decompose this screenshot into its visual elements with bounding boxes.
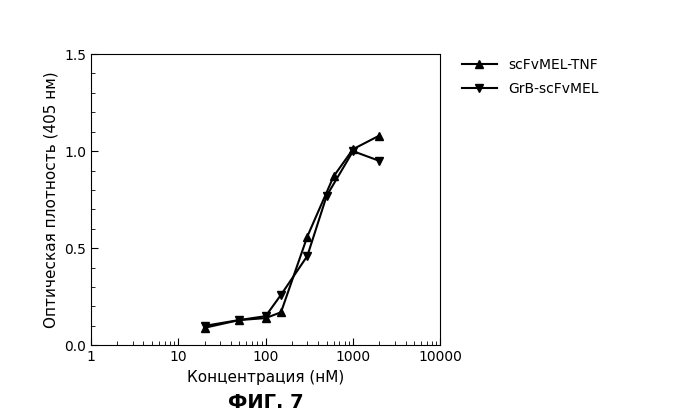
scFvMEL-TNF	[277, 310, 285, 315]
GrB-scFvMEL	[235, 317, 243, 322]
scFvMEL-TNF	[329, 174, 338, 179]
Line: scFvMEL-TNF: scFvMEL-TNF	[201, 131, 384, 332]
scFvMEL-TNF	[303, 234, 312, 239]
GrB-scFvMEL	[375, 158, 384, 163]
scFvMEL-TNF	[261, 316, 270, 321]
X-axis label: Концентрация (нМ): Концентрация (нМ)	[187, 370, 344, 385]
GrB-scFvMEL	[261, 314, 270, 319]
Line: GrB-scFvMEL: GrB-scFvMEL	[201, 147, 384, 330]
scFvMEL-TNF	[201, 325, 209, 330]
GrB-scFvMEL	[201, 323, 209, 328]
GrB-scFvMEL	[322, 193, 331, 198]
scFvMEL-TNF	[235, 317, 243, 322]
Legend: scFvMEL-TNF, GrB-scFvMEL: scFvMEL-TNF, GrB-scFvMEL	[458, 54, 603, 100]
GrB-scFvMEL	[303, 253, 312, 258]
GrB-scFvMEL	[277, 292, 285, 297]
GrB-scFvMEL	[349, 149, 357, 154]
scFvMEL-TNF	[375, 133, 384, 138]
Y-axis label: Оптическая плотность (405 нм): Оптическая плотность (405 нм)	[43, 72, 59, 328]
Text: ФИГ. 7: ФИГ. 7	[228, 393, 303, 412]
scFvMEL-TNF	[349, 147, 357, 152]
